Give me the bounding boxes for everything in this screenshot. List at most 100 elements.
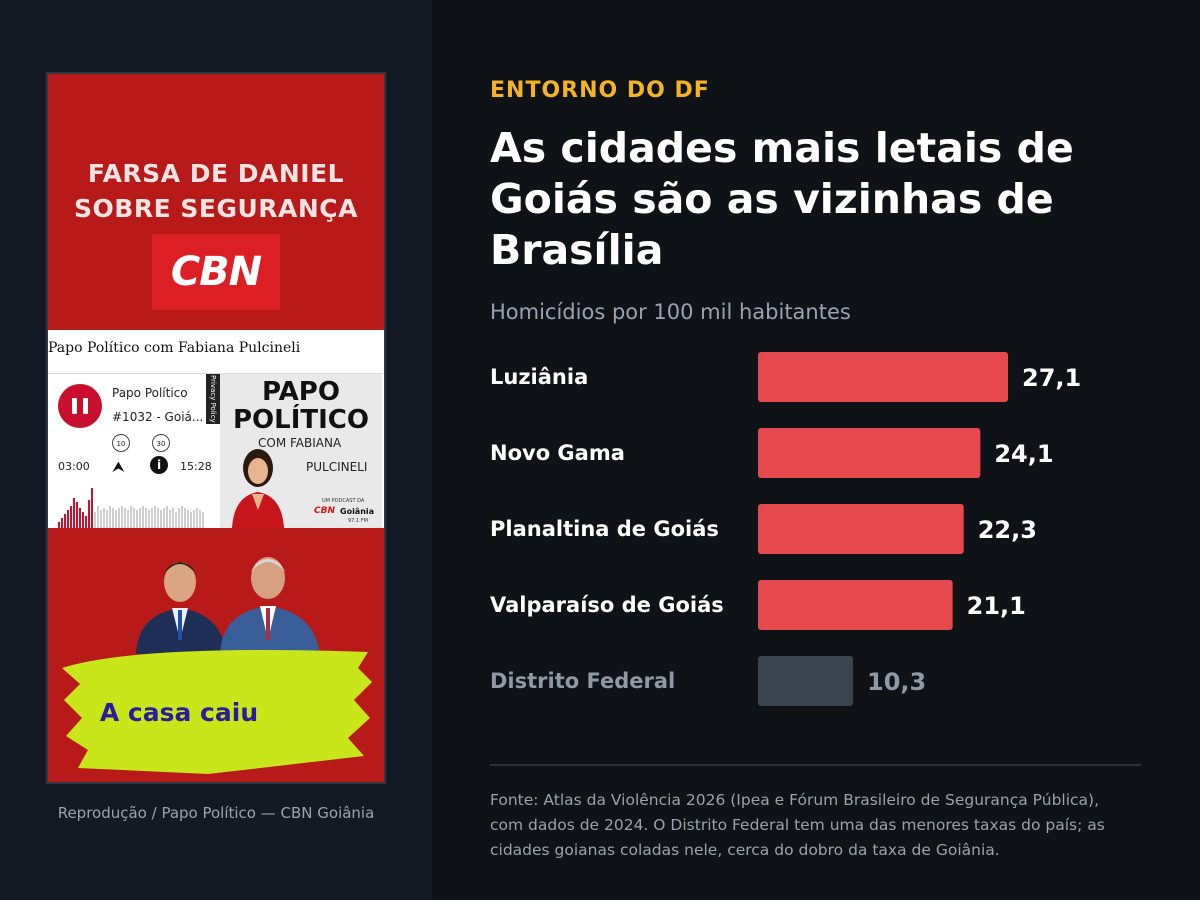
left-panel: FARSA DE DANIEL SOBRE SEGURANÇA CBN Papo…	[0, 0, 432, 900]
waveform-bar	[196, 508, 198, 528]
waveform-bar	[157, 508, 159, 528]
waveform-bar	[202, 512, 204, 528]
category-label: Novo Gama	[490, 441, 625, 465]
bar	[758, 352, 1008, 402]
bar-chart: Luziânia 27,1 Novo Gama 24,1 Planaltina de G…	[490, 352, 1081, 706]
headline: As cidades mais letais de Goiás são as v…	[490, 124, 1074, 274]
waveform-bar	[61, 518, 63, 528]
badge-intro: UM PODCAST DA	[322, 498, 365, 504]
waveform-bar	[163, 508, 165, 528]
waveform-bar	[133, 508, 135, 528]
banner-headline: FARSA DE DANIEL SOBRE SEGURANÇA	[48, 156, 384, 226]
host-photo	[232, 449, 284, 528]
top-banner: FARSA DE DANIEL SOBRE SEGURANÇA CBN	[48, 74, 384, 330]
waveform-bar	[88, 500, 90, 528]
waveform-bar	[148, 510, 150, 528]
rewind-10-icon[interactable]: 10	[112, 434, 130, 452]
chart-subtitle: Homicídios por 100 mil habitantes	[490, 300, 851, 324]
waveform-bar	[67, 510, 69, 528]
waveform-bar	[199, 510, 201, 528]
waveform-bar	[94, 512, 96, 528]
show-name: Papo Político	[112, 386, 188, 400]
waveform-bar	[103, 508, 105, 528]
value-label: 22,3	[978, 516, 1037, 544]
podcast-cover-art: PAPO POLÍTICO COM FABIANA PULCINELI UM P…	[220, 374, 382, 528]
bar	[758, 580, 953, 630]
waveform-bar	[97, 506, 99, 528]
banner-line-1: FARSA DE DANIEL	[87, 159, 345, 188]
waveform-bar	[115, 510, 117, 528]
bottom-banner: A casa caiu	[48, 528, 384, 782]
waveform-bar	[142, 506, 144, 528]
waveform-bar	[166, 506, 168, 528]
waveform-bar	[184, 508, 186, 528]
kicker: ENTORNO DO DF	[490, 78, 710, 103]
waveform-bar	[106, 510, 108, 528]
brush-stroke	[62, 650, 372, 774]
waveform-bar	[124, 508, 126, 528]
value-label: 27,1	[1022, 364, 1081, 392]
waveform-bar	[64, 514, 66, 528]
podcast-screenshot: FARSA DE DANIEL SOBRE SEGURANÇA CBN Papo…	[46, 72, 386, 784]
waveform-bar	[136, 510, 138, 528]
podcast-page-title: Papo Político com Fabiana Pulcineli	[48, 340, 301, 356]
waveform-bar	[70, 506, 72, 528]
category-label: Luziânia	[490, 365, 588, 389]
waveform-bar	[139, 508, 141, 528]
waveform-bar	[151, 508, 153, 528]
waveform-bar	[118, 508, 120, 528]
waveform-bar	[160, 510, 162, 528]
waveform-bar	[172, 508, 174, 528]
waveform-bar	[187, 510, 189, 528]
podcast-player: Papo Político com Fabiana Pulcineli Papo…	[48, 330, 384, 528]
waveform-bar	[85, 516, 87, 528]
info-icon[interactable]: i	[150, 456, 168, 474]
waveform-bar	[127, 510, 129, 528]
waveform-bar	[121, 506, 123, 528]
waveform-bar	[190, 512, 192, 528]
badge-city: Goiânia	[340, 507, 375, 516]
waveform-bar	[82, 512, 84, 528]
waveform-bar	[169, 510, 171, 528]
value-label: 21,1	[967, 592, 1026, 620]
waveform-bar	[130, 506, 132, 528]
banner-line-2: SOBRE SEGURANÇA	[74, 194, 358, 223]
category-label: Planaltina de Goiás	[490, 517, 719, 541]
waveform-bar	[79, 508, 81, 528]
pause-icon[interactable]	[58, 384, 102, 428]
bar	[758, 504, 964, 554]
waveform-bar	[58, 522, 60, 528]
waveform-bar	[193, 510, 195, 528]
audio-waveform[interactable]	[58, 476, 208, 528]
value-label: 10,3	[867, 668, 926, 696]
share-icon[interactable]: ⮝	[112, 458, 125, 476]
bottom-slogan: A casa caiu	[99, 698, 259, 727]
time-total: 15:28	[180, 460, 212, 473]
bar	[758, 428, 981, 478]
waveform-bar	[175, 512, 177, 528]
waveform-bar	[145, 508, 147, 528]
waveform-bar	[91, 488, 93, 528]
waveform-bar	[154, 506, 156, 528]
waveform-bar	[100, 510, 102, 528]
source-note: Fonte: Atlas da Violência 2026 (Ipea e F…	[490, 791, 1105, 859]
cover-name: PULCINELI	[306, 460, 368, 474]
forward-30-icon[interactable]: 30	[152, 434, 170, 452]
privacy-policy-link[interactable]: Privacy Policy	[206, 374, 220, 424]
waveform-bar	[178, 508, 180, 528]
waveform-bar	[181, 506, 183, 528]
category-label: Distrito Federal	[490, 669, 675, 693]
value-label: 24,1	[994, 440, 1053, 468]
category-label: Valparaíso de Goiás	[490, 593, 724, 617]
badge-frequency: 97.1 FM	[348, 518, 368, 524]
cover-title: PAPO POLÍTICO	[220, 378, 382, 434]
source-divider	[490, 764, 1141, 766]
episode-title: #1032 - Goiá...	[112, 410, 204, 424]
bar	[758, 656, 854, 706]
waveform-bar	[73, 498, 75, 528]
waveform-bar	[76, 502, 78, 528]
time-current: 03:00	[58, 460, 90, 473]
cover-title-line-2: POLÍTICO	[233, 405, 369, 435]
image-credit: Reprodução / Papo Político — CBN Goiânia	[57, 804, 375, 822]
politicians-photo	[136, 557, 320, 654]
